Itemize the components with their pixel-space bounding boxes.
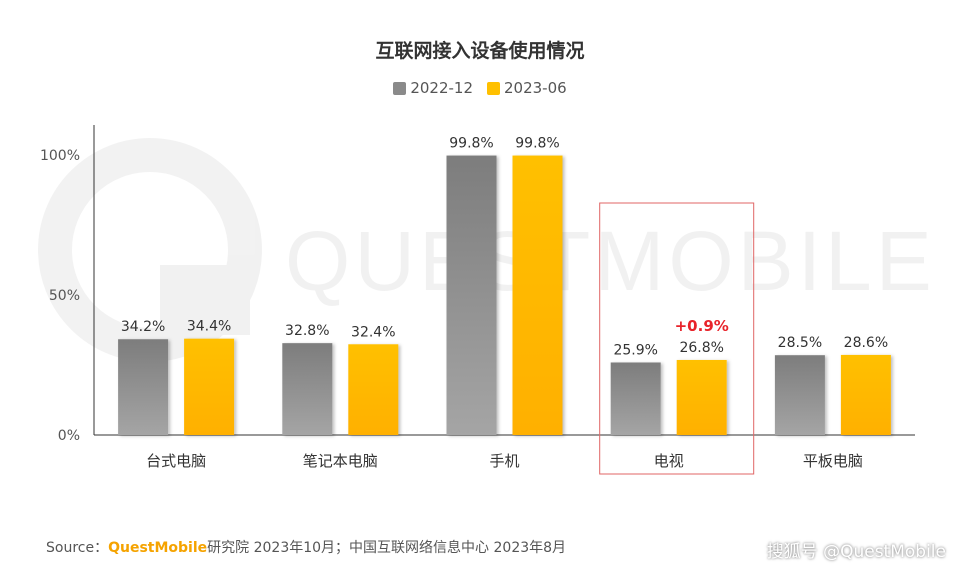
y-tick-label: 0%	[58, 428, 80, 444]
bar	[348, 344, 399, 435]
highlight-box	[599, 202, 755, 475]
y-tick-label: 100%	[40, 148, 80, 164]
source-rest: 研究院 2023年10月；中国互联网络信息中心 2023年8月	[207, 540, 567, 556]
bar	[840, 354, 891, 435]
bar-value-label: 32.8%	[285, 323, 329, 339]
legend-label-2023-06: 2023-06	[504, 79, 567, 97]
highlight-annotation: +0.9%	[675, 317, 729, 335]
bar	[676, 359, 727, 435]
bar	[282, 343, 333, 435]
watermark-text: QUESTMOBILE	[285, 214, 936, 308]
chart-title: 互联网接入设备使用情况	[375, 40, 585, 62]
x-tick-label: 手机	[489, 452, 519, 470]
legend-item-2022-12[interactable]: 2022-12	[393, 79, 473, 97]
watermark: QUESTMOBILE	[38, 138, 936, 362]
bar-value-label: 99.8%	[449, 136, 493, 152]
bar	[512, 155, 563, 435]
y-tick-label: 50%	[49, 288, 80, 304]
bar	[118, 339, 169, 435]
bar-value-label: 28.5%	[778, 335, 822, 351]
footer-credit: 搜狐号 @QuestMobile	[766, 542, 946, 562]
source-prefix: Source：	[46, 540, 109, 556]
bar-value-label: 32.4%	[351, 324, 395, 340]
x-tick-label: 笔记本电脑	[303, 452, 378, 470]
x-tick-label: 台式电脑	[146, 452, 206, 470]
bar-value-label: 26.8%	[679, 340, 723, 356]
source-brand: QuestMobile	[108, 540, 208, 556]
watermark-logo-icon	[38, 138, 262, 362]
legend-label-2022-12: 2022-12	[410, 79, 473, 97]
bar	[610, 362, 661, 435]
bar	[184, 338, 235, 435]
bar-value-label: 25.9%	[613, 342, 657, 358]
bar-value-label: 34.4%	[187, 319, 231, 335]
bar	[774, 355, 825, 435]
legend-item-2023-06[interactable]: 2023-06	[487, 79, 567, 97]
x-tick-label: 电视	[654, 452, 684, 470]
legend-swatch-2022-12	[393, 81, 407, 95]
bar-value-label: 28.6%	[844, 335, 888, 351]
bar	[446, 155, 497, 435]
legend: 2022-12 2023-06	[0, 79, 960, 97]
legend-swatch-2023-06	[487, 81, 500, 95]
bar-value-label: 99.8%	[515, 136, 559, 152]
x-tick-label: 平板电脑	[803, 452, 863, 470]
bar-value-label: 34.2%	[121, 319, 165, 335]
source-note: Source：QuestMobile研究院 2023年10月；中国互联网络信息中…	[46, 537, 566, 557]
